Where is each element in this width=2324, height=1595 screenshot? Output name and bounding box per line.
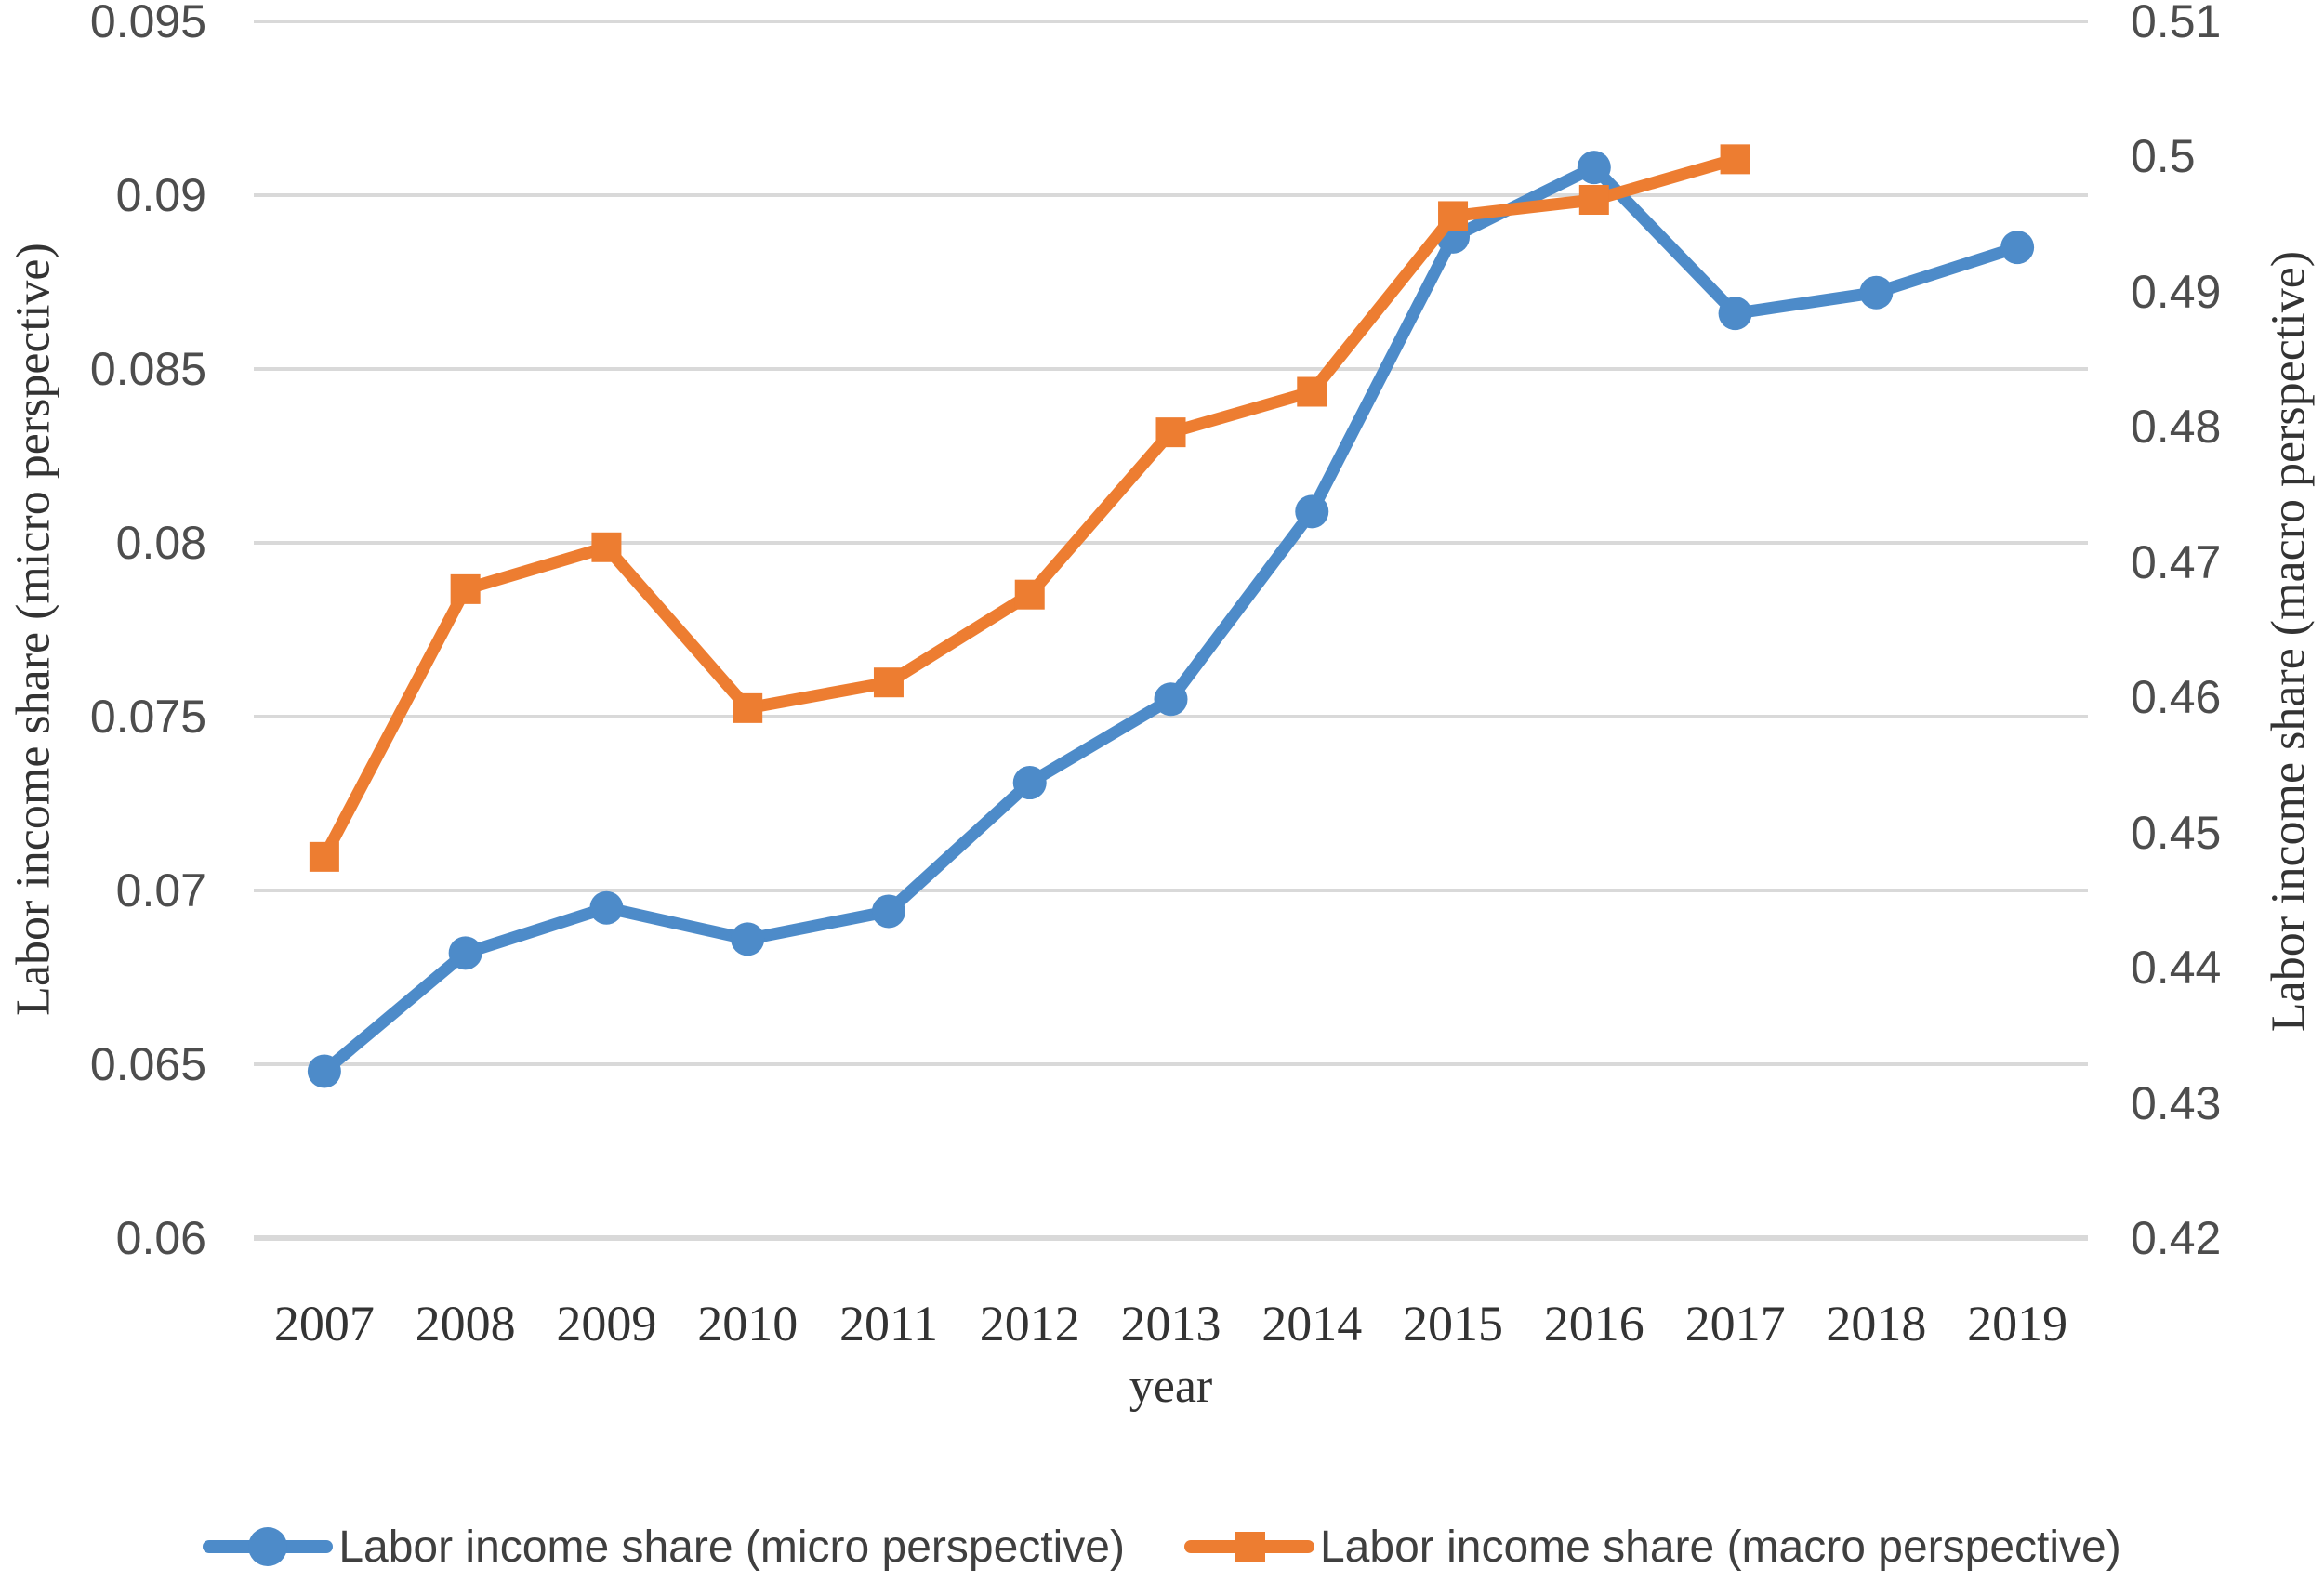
legend: Labor income share (micro perspective) L…: [0, 1498, 2324, 1595]
data-point-circle: [448, 936, 482, 970]
data-point-square: [1014, 579, 1045, 610]
data-point-square: [1155, 417, 1186, 448]
x-axis-title: year: [1129, 1360, 1213, 1413]
left-axis-tick-label: 0.095: [89, 0, 206, 47]
data-point-square: [1438, 201, 1469, 231]
data-point-square: [1297, 376, 1327, 407]
x-axis-tick-label: 2010: [697, 1296, 799, 1351]
right-axis-tick-label: 0.47: [2131, 535, 2222, 588]
right-axis-tick-label: 0.49: [2131, 265, 2222, 318]
right-axis-tick-label: 0.44: [2131, 942, 2222, 995]
series-line-micro: [318, 161, 2024, 1077]
data-point-circle: [1859, 275, 1894, 310]
x-axis-tick-label: 2013: [1120, 1296, 1221, 1351]
data-point-circle: [1718, 297, 1752, 331]
right-axis-tick-label: 0.43: [2131, 1076, 2222, 1129]
data-point-square: [309, 841, 339, 872]
right-axis-tick-label: 0.51: [2131, 0, 2222, 47]
series-line-macro: [318, 152, 1742, 863]
right-axis-tick-label: 0.45: [2131, 806, 2222, 859]
data-point-circle: [1577, 151, 1611, 185]
circle-marker-icon: [248, 1527, 288, 1566]
data-point-circle: [589, 890, 624, 925]
x-axis-tick-label: 2007: [273, 1296, 375, 1351]
square-marker-icon: [1234, 1532, 1265, 1562]
data-point-square: [591, 532, 622, 562]
right-axis-tick-label: 0.42: [2131, 1212, 2222, 1264]
left-axis-tick-label: 0.07: [115, 864, 206, 916]
right-axis-tick-label: 0.5: [2131, 130, 2196, 183]
x-axis-tick-label: 2008: [415, 1296, 516, 1351]
data-point-square: [733, 692, 763, 723]
right-axis-tick-label: 0.48: [2131, 401, 2222, 454]
data-point-circle: [2000, 231, 2035, 265]
left-axis-title: Labor income share (micro perspective): [7, 243, 60, 1016]
data-point-square: [1578, 184, 1609, 215]
x-axis-tick-label: 2011: [838, 1296, 938, 1351]
x-axis-tick-label: 2012: [979, 1296, 1080, 1351]
legend-label-macro: Labor income share (macro perspective): [1319, 1522, 2121, 1572]
data-point-square: [1720, 144, 1750, 175]
left-axis-tick-label: 0.08: [115, 517, 206, 569]
right-axis-tick-label: 0.46: [2131, 671, 2222, 724]
x-axis-tick-label: 2017: [1684, 1296, 1786, 1351]
left-axis-tick-label: 0.085: [89, 343, 206, 395]
x-axis-tick-label: 2019: [1967, 1296, 2068, 1351]
legend-marker-macro: [1183, 1526, 1314, 1567]
data-point-circle: [1012, 766, 1047, 800]
data-point-circle: [731, 922, 765, 956]
right-axis-title: Labor income share (macro perspective): [2262, 250, 2316, 1033]
x-axis-tick-label: 2009: [556, 1296, 657, 1351]
left-axis-tick-label: 0.06: [115, 1212, 206, 1264]
data-point-square: [450, 573, 481, 604]
data-point-circle: [1295, 494, 1329, 529]
left-axis-tick-label: 0.065: [89, 1038, 206, 1090]
data-point-circle: [871, 894, 905, 929]
data-point-square: [873, 667, 904, 698]
data-point-circle: [1154, 682, 1188, 717]
legend-marker-micro: [203, 1526, 334, 1567]
left-axis-tick-label: 0.09: [115, 169, 206, 221]
left-axis-tick-label: 0.075: [89, 691, 206, 743]
data-point-circle: [307, 1054, 341, 1088]
legend-item-macro: Labor income share (macro perspective): [1183, 1522, 2121, 1573]
x-axis-tick-label: 2018: [1826, 1296, 1927, 1351]
x-axis-tick-label: 2014: [1261, 1296, 1363, 1351]
x-axis-tick-label: 2015: [1403, 1296, 1504, 1351]
legend-item-micro: Labor income share (micro perspective): [203, 1522, 1125, 1573]
legend-label-micro: Labor income share (micro perspective): [338, 1522, 1125, 1572]
x-axis-tick-label: 2016: [1543, 1296, 1644, 1351]
